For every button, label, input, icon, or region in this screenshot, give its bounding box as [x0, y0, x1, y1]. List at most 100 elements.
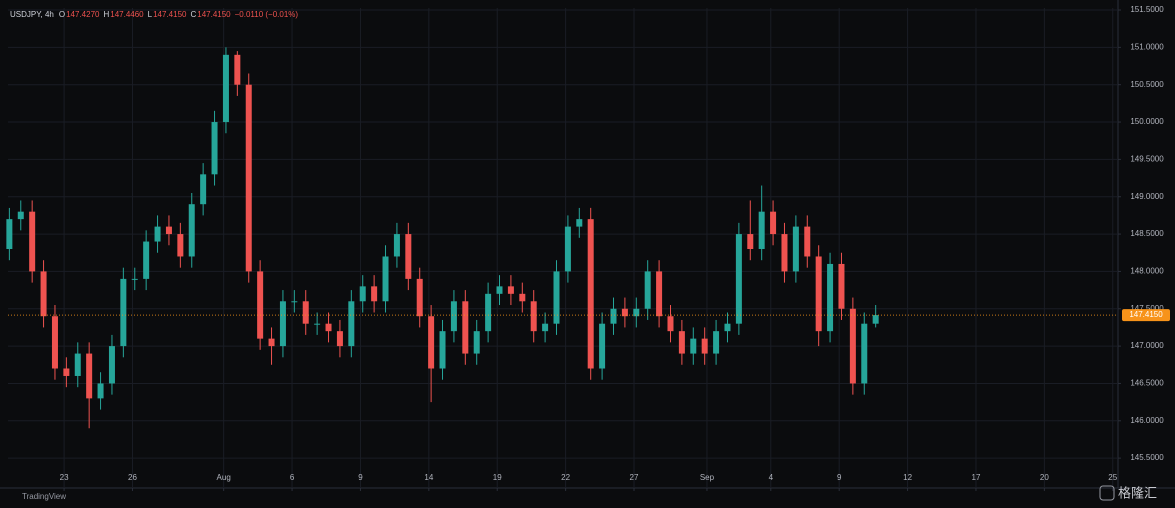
candle-body [770, 211, 777, 235]
x-tick-label: 17 [972, 473, 981, 482]
candle-body [792, 226, 799, 272]
field-value: 147.4150 [153, 10, 187, 19]
candle-body [496, 286, 503, 294]
grid [8, 8, 1118, 488]
candle-body [735, 234, 742, 324]
candle-body [200, 174, 207, 205]
x-tick-label: 19 [493, 473, 502, 482]
x-tick-label: Aug [217, 473, 231, 482]
symbol: USDJPY, 4h [10, 10, 54, 19]
candle-body [621, 308, 628, 317]
candle-body [713, 331, 720, 354]
candle-body [827, 263, 834, 332]
candle-body [86, 353, 93, 399]
field-value: 147.4150 [197, 10, 231, 19]
candle-body [51, 316, 58, 369]
candle-body [747, 234, 754, 250]
candle-body [473, 331, 480, 354]
x-tick-label: 12 [903, 473, 912, 482]
candle-body [29, 211, 36, 272]
candle-body [279, 301, 286, 347]
candle-body [257, 271, 264, 339]
candle-body [188, 204, 195, 257]
candle-body [336, 331, 343, 347]
candle-body [302, 301, 309, 324]
candle-body [507, 286, 514, 294]
candle-body [393, 234, 400, 257]
candle-body [599, 323, 606, 369]
candle-body [553, 271, 560, 324]
candle-body [701, 338, 708, 354]
candle-body [450, 301, 457, 332]
candle-body [6, 219, 13, 250]
x-tick-label: 20 [1040, 473, 1049, 482]
logo-icon [1099, 485, 1115, 501]
y-tick-label: 148.5000 [1130, 229, 1164, 238]
candle-body [485, 293, 492, 332]
candle-body [314, 323, 321, 325]
candle-body [610, 308, 617, 324]
candle-body [564, 226, 571, 272]
candle-body [678, 331, 685, 354]
candle-body [656, 271, 663, 317]
y-tick-label: 150.5000 [1130, 80, 1164, 89]
axes: 145.5000 146.0000 146.5000 147.0000 147.5000… [60, 5, 1170, 491]
candle-body [40, 271, 47, 317]
y-tick-label: 147.5000 [1130, 304, 1164, 313]
candle-body [428, 316, 435, 369]
candle-body [17, 211, 24, 220]
field-key: C [190, 10, 196, 19]
header-fields: O 147.4270 H 147.4460 L 147.4150 C 147.4150 −0.0… [59, 10, 299, 19]
candle-body [838, 263, 845, 309]
y-tick-label: 146.0000 [1130, 416, 1164, 425]
x-tick-label: 14 [424, 473, 433, 482]
candle-body [530, 301, 537, 332]
candle-body [587, 219, 594, 369]
candle-body [165, 226, 172, 235]
x-tick-label: 25 [1108, 473, 1117, 482]
y-tick-label: 151.5000 [1130, 5, 1164, 14]
field-key: H [103, 10, 109, 19]
y-tick-label: 150.0000 [1130, 117, 1164, 126]
candle-body [245, 84, 252, 272]
last-price-box [1122, 309, 1170, 322]
y-tick-label: 149.0000 [1130, 192, 1164, 201]
candle-body [177, 234, 184, 257]
y-tick-label: 148.0000 [1130, 267, 1164, 276]
candle-body [63, 368, 70, 376]
candle-body [633, 308, 640, 317]
candle-body [405, 234, 412, 279]
candle-body [131, 278, 138, 280]
candle-body [268, 338, 275, 347]
candle-body [781, 234, 788, 272]
candle-body [872, 315, 879, 324]
candle-body [542, 323, 549, 332]
source-logo: 格隆汇 [1118, 485, 1157, 500]
y-tick-label: 151.0000 [1130, 42, 1164, 51]
candle-body [371, 286, 378, 302]
field-key: L [148, 10, 153, 19]
candle-body [348, 301, 355, 347]
candle-body [815, 256, 822, 332]
x-tick-label: 22 [561, 473, 570, 482]
y-tick-label: 149.5000 [1130, 154, 1164, 163]
last-price-label: 147.4150 [1129, 310, 1163, 319]
candle-body [74, 353, 81, 376]
x-tick-label: 27 [630, 473, 639, 482]
x-tick-label: 4 [769, 473, 774, 482]
candle-body [143, 241, 150, 279]
y-tick-label: 145.5000 [1130, 453, 1164, 462]
x-tick-label: 9 [837, 473, 842, 482]
candle-body [222, 54, 229, 123]
y-tick-label: 147.0000 [1130, 341, 1164, 350]
candle-body [439, 331, 446, 369]
candle-body [211, 122, 218, 175]
candle-body [382, 256, 389, 302]
candle-body [234, 54, 241, 85]
candle-body [97, 383, 104, 399]
x-tick-label: 23 [60, 473, 69, 482]
candle-body [154, 226, 161, 242]
